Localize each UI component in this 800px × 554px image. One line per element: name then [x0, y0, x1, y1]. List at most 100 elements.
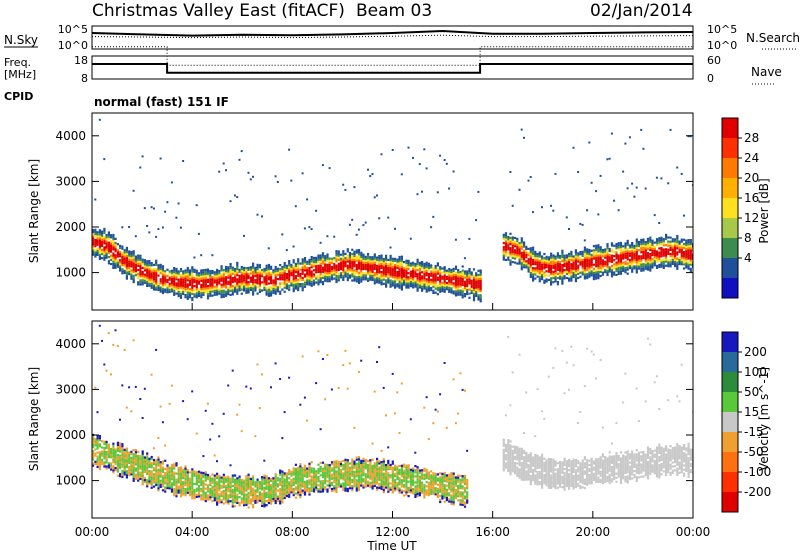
- range-cell: [337, 279, 340, 282]
- range-cell: [581, 273, 584, 276]
- range-cell: [98, 257, 101, 261]
- range-cell: [319, 277, 322, 280]
- range-cell: [105, 467, 108, 470]
- range-cell: [294, 472, 297, 475]
- range-cell: [227, 475, 230, 478]
- range-cell: [152, 270, 156, 273]
- range-cell: [601, 261, 604, 264]
- range-cell: [139, 475, 142, 478]
- range-cell: [175, 292, 178, 295]
- range-cell: [324, 257, 327, 260]
- range-cell: [414, 279, 417, 282]
- range-cell: [421, 190, 423, 193]
- range-cell: [369, 276, 372, 279]
- range-cell: [468, 280, 471, 283]
- range-cell: [479, 281, 482, 284]
- range-cell: [288, 485, 291, 488]
- range-cell: [155, 274, 158, 277]
- range-cell: [355, 265, 358, 268]
- range-cell: [159, 469, 162, 472]
- range-cell: [234, 270, 237, 273]
- range-cell: [188, 287, 192, 291]
- range-cell: [186, 485, 189, 488]
- range-cell: [328, 263, 331, 266]
- range-cell: [385, 254, 388, 257]
- range-cell: [355, 489, 358, 492]
- range-cell: [227, 288, 230, 292]
- range-cell: [367, 257, 370, 260]
- range-cell: [534, 271, 537, 274]
- range-cell: [335, 460, 338, 463]
- range-cell: [342, 464, 345, 467]
- range-cell: [202, 285, 205, 288]
- range-cell: [660, 263, 663, 266]
- range-cell: [139, 281, 142, 284]
- range-cell: [141, 260, 144, 263]
- range-cell: [161, 478, 165, 482]
- range-cell: [94, 462, 97, 465]
- range-cell: [676, 239, 679, 242]
- range-cell: [601, 265, 604, 268]
- range-cell: [445, 275, 448, 278]
- range-cell: [342, 474, 345, 477]
- range-cell: [586, 260, 589, 263]
- range-cell: [541, 269, 544, 272]
- range-cell: [285, 478, 288, 481]
- range-cell: [385, 269, 388, 272]
- range-cell: [423, 264, 426, 267]
- range-cell: [123, 263, 126, 266]
- range-cell: [547, 266, 550, 269]
- freq-panel-frame: [91, 55, 694, 80]
- range-cell: [457, 271, 460, 274]
- range-cell: [197, 272, 201, 275]
- range-cell: [220, 275, 223, 278]
- range-cell: [425, 274, 428, 277]
- range-cell: [249, 477, 252, 480]
- range-cell: [310, 228, 313, 231]
- range-cell: [281, 268, 284, 271]
- range-cell: [297, 280, 300, 283]
- range-cell: [335, 488, 338, 491]
- range-cell: [369, 274, 372, 277]
- range-cell: [213, 271, 216, 274]
- range-cell: [362, 263, 365, 266]
- range-cell: [204, 277, 207, 280]
- range-cell: [660, 242, 663, 246]
- range-cell: [520, 268, 523, 271]
- range-cell: [337, 469, 340, 472]
- range-cell: [312, 486, 316, 489]
- range-cell: [353, 258, 356, 262]
- range-cell: [261, 500, 264, 503]
- range-cell: [412, 265, 415, 268]
- range-cell: [355, 479, 358, 482]
- range-cell: [141, 266, 144, 269]
- range-cell: [107, 464, 110, 467]
- range-cell: [418, 163, 421, 166]
- range-cell: [103, 465, 106, 468]
- range-cell: [457, 281, 460, 284]
- range-cell: [170, 273, 174, 276]
- range-cell: [570, 263, 573, 266]
- range-cell: [613, 259, 616, 262]
- range-cell: [197, 278, 201, 281]
- range-cell: [572, 146, 575, 149]
- range-cell: [249, 387, 252, 390]
- range-cell: [545, 259, 548, 263]
- range-cell: [175, 276, 178, 279]
- range-cell: [475, 278, 478, 281]
- range-cell: [103, 236, 106, 239]
- range-cell: [252, 504, 255, 507]
- range-cell: [168, 474, 171, 478]
- range-cell: [642, 238, 645, 241]
- range-cell: [243, 273, 246, 276]
- range-cell: [541, 259, 544, 262]
- range-cell: [188, 279, 192, 282]
- range-cell: [335, 276, 338, 279]
- range-cell: [303, 279, 307, 282]
- range-cell: [137, 469, 140, 472]
- range-cell: [330, 274, 334, 277]
- range-cell: [218, 485, 221, 488]
- range-cell: [211, 294, 214, 297]
- range-cell: [240, 499, 243, 502]
- range-cell: [608, 270, 611, 273]
